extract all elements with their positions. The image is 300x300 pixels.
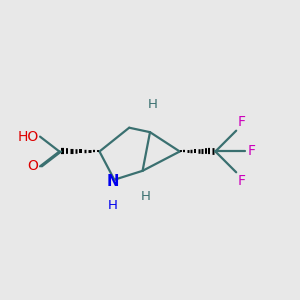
Text: F: F [238, 174, 246, 188]
Text: H: H [141, 190, 151, 203]
Text: O: O [28, 159, 38, 173]
Text: H: H [148, 98, 158, 111]
Text: H: H [108, 199, 118, 212]
Text: F: F [248, 145, 256, 158]
Text: N: N [107, 174, 119, 189]
Text: HO: HO [17, 130, 38, 144]
Text: F: F [238, 115, 246, 129]
